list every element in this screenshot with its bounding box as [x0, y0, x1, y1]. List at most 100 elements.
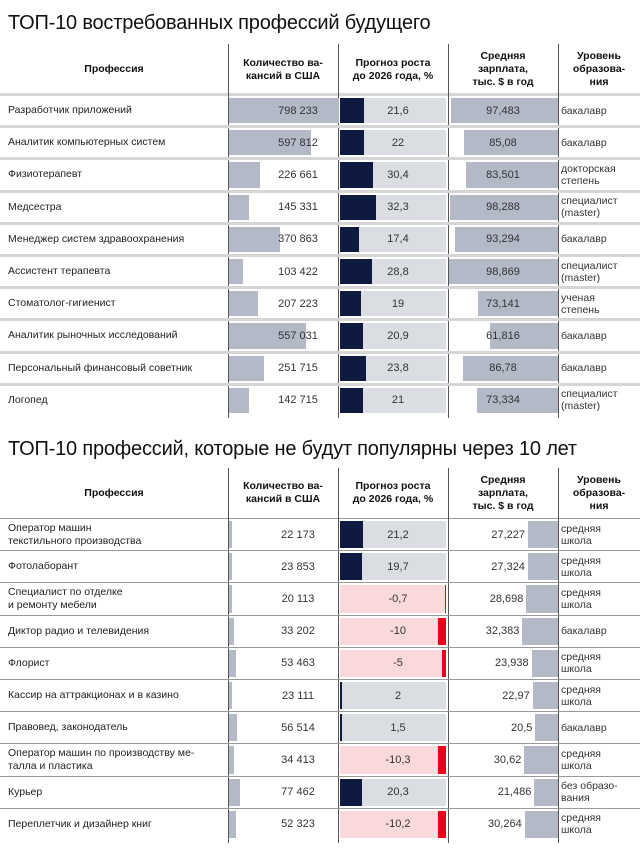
growth-bar-negative — [445, 585, 446, 613]
row-separator — [0, 254, 640, 257]
growth-value: 21 — [391, 394, 405, 407]
growth-value: 23,8 — [387, 362, 409, 375]
growth-bar-negative — [438, 617, 446, 645]
table-row: Менеджер систем здравоохранения 370 863 17… — [0, 225, 640, 254]
header-separator — [0, 518, 640, 519]
column-header-profession: Профессия — [84, 63, 144, 75]
salary-bar — [449, 194, 558, 220]
growth-bar-positive — [340, 682, 343, 710]
growth-value: 32,3 — [387, 201, 409, 214]
salary-value: 98,869 — [486, 265, 520, 278]
profession-name: Ассистент терапевта — [8, 265, 111, 278]
profession-name: Менеджер систем здравоохранения — [8, 232, 185, 245]
vacancies-bar — [229, 355, 264, 381]
vacancies-bar — [229, 226, 281, 252]
column-header-growth: Прогноз роста до 2026 года, % — [352, 480, 434, 505]
education-level: ученая степень — [561, 291, 600, 316]
vacancies-value: 53 463 — [281, 657, 315, 670]
table-row: Фотолаборант 23 853 19,7 27,324 средняя школа — [0, 551, 640, 582]
profession-name: Диктор радио и телевидения — [8, 624, 150, 637]
table-row: Специалист по отделке и ремонту мебели 20 … — [0, 583, 640, 614]
education-level: средняя школа — [561, 651, 601, 676]
growth-value: 19 — [391, 297, 405, 310]
education-level: бакалавр — [561, 136, 607, 149]
column-header-education: Уровень образова-ния — [572, 50, 626, 88]
vacancies-value: 557 031 — [278, 329, 318, 342]
growth-value: 20,9 — [387, 329, 409, 342]
salary-bar — [464, 130, 558, 156]
salary-value: 85,08 — [489, 136, 517, 149]
row-separator — [0, 157, 640, 161]
row-separator — [0, 775, 640, 777]
vacancies-bar — [229, 130, 312, 156]
education-level: средняя школа — [561, 812, 601, 837]
growth-track — [340, 682, 446, 710]
vacancies-bar — [229, 649, 237, 677]
growth-value: 1,5 — [390, 721, 406, 734]
salary-bar — [490, 323, 558, 349]
vacancies-bar — [229, 682, 233, 710]
salary-value: 22,97 — [502, 689, 530, 702]
vacancies-value: 798 233 — [278, 104, 318, 117]
table-row: Диктор радио и телевидения 33 202 -10 32,38… — [0, 616, 640, 647]
row-separator — [0, 382, 640, 386]
growth-value: 28,8 — [387, 265, 409, 278]
vacancies-bar — [229, 98, 339, 124]
growth-track-negative — [340, 810, 446, 838]
salary-value: 32,383 — [485, 625, 520, 638]
salary-value: 30,264 — [488, 818, 522, 831]
vacancies-bar — [229, 746, 234, 774]
growth-bar-positive — [340, 130, 365, 156]
column-header-profession: Профессия — [84, 486, 144, 499]
table-row: Правовед, законодатель 56 514 1,5 20,5 бакал… — [0, 712, 640, 743]
column-divider — [558, 44, 559, 418]
row-separator — [0, 679, 640, 680]
salary-value: 21,486 — [497, 786, 532, 799]
column-divider — [338, 468, 339, 843]
salary-bar — [522, 617, 558, 645]
table-row: Курьер 77 462 20,3 21,486 без образо-вания — [0, 777, 640, 808]
row-separator — [0, 646, 640, 648]
salary-bar — [531, 649, 558, 677]
profession-name: Специалист по отделке и ремонту мебели — [8, 585, 123, 611]
table-row: Физиотерапевт 226 661 30,4 83,501 докторская… — [0, 160, 640, 189]
vacancies-value: 142 715 — [278, 394, 318, 407]
salary-value: 27,227 — [491, 528, 526, 541]
growth-track-negative — [340, 585, 446, 613]
profession-name: Разработчик приложений — [8, 104, 132, 117]
salary-bar — [527, 553, 558, 581]
vacancies-bar — [229, 259, 244, 285]
education-level: бакалавр — [561, 329, 607, 342]
row-separator — [0, 807, 640, 809]
salary-value: 23,938 — [495, 657, 529, 670]
salary-value: 97,483 — [486, 104, 520, 117]
vacancies-bar — [229, 387, 249, 413]
row-separator — [0, 221, 640, 225]
column-divider — [338, 44, 339, 418]
vacancies-bar — [229, 714, 237, 742]
education-level: средняя школа — [561, 586, 601, 611]
growth-value: 22 — [391, 136, 405, 149]
education-level: бакалавр — [561, 625, 607, 638]
vacancies-value: 22 173 — [281, 528, 315, 541]
table-row: Оператор машин текстильного производства 2… — [0, 519, 640, 550]
table-row: Медсестра 145 331 32,3 98,288 специалист (mas… — [0, 193, 640, 222]
growth-bar-positive — [340, 259, 372, 285]
salary-bar — [535, 714, 558, 742]
education-level: бакалавр — [561, 104, 607, 117]
column-header-salary: Средняя зарплата, тыс. $ в год — [472, 50, 534, 88]
growth-bar-positive — [340, 778, 363, 806]
growth-bar-positive — [340, 291, 361, 317]
salary-bar — [532, 682, 558, 710]
table-title: ТОП-10 профессий, которые не будут попул… — [8, 438, 577, 460]
salary-value: 27,324 — [491, 560, 525, 573]
salary-bar — [528, 521, 558, 549]
growth-bar-positive — [340, 194, 376, 220]
row-separator — [0, 550, 640, 552]
growth-bar-positive — [340, 355, 367, 381]
growth-value: 20,3 — [387, 786, 409, 799]
row-separator — [0, 350, 640, 354]
profession-name: Медсестра — [8, 200, 62, 213]
row-separator — [0, 614, 640, 616]
vacancies-value: 251 715 — [278, 362, 318, 375]
